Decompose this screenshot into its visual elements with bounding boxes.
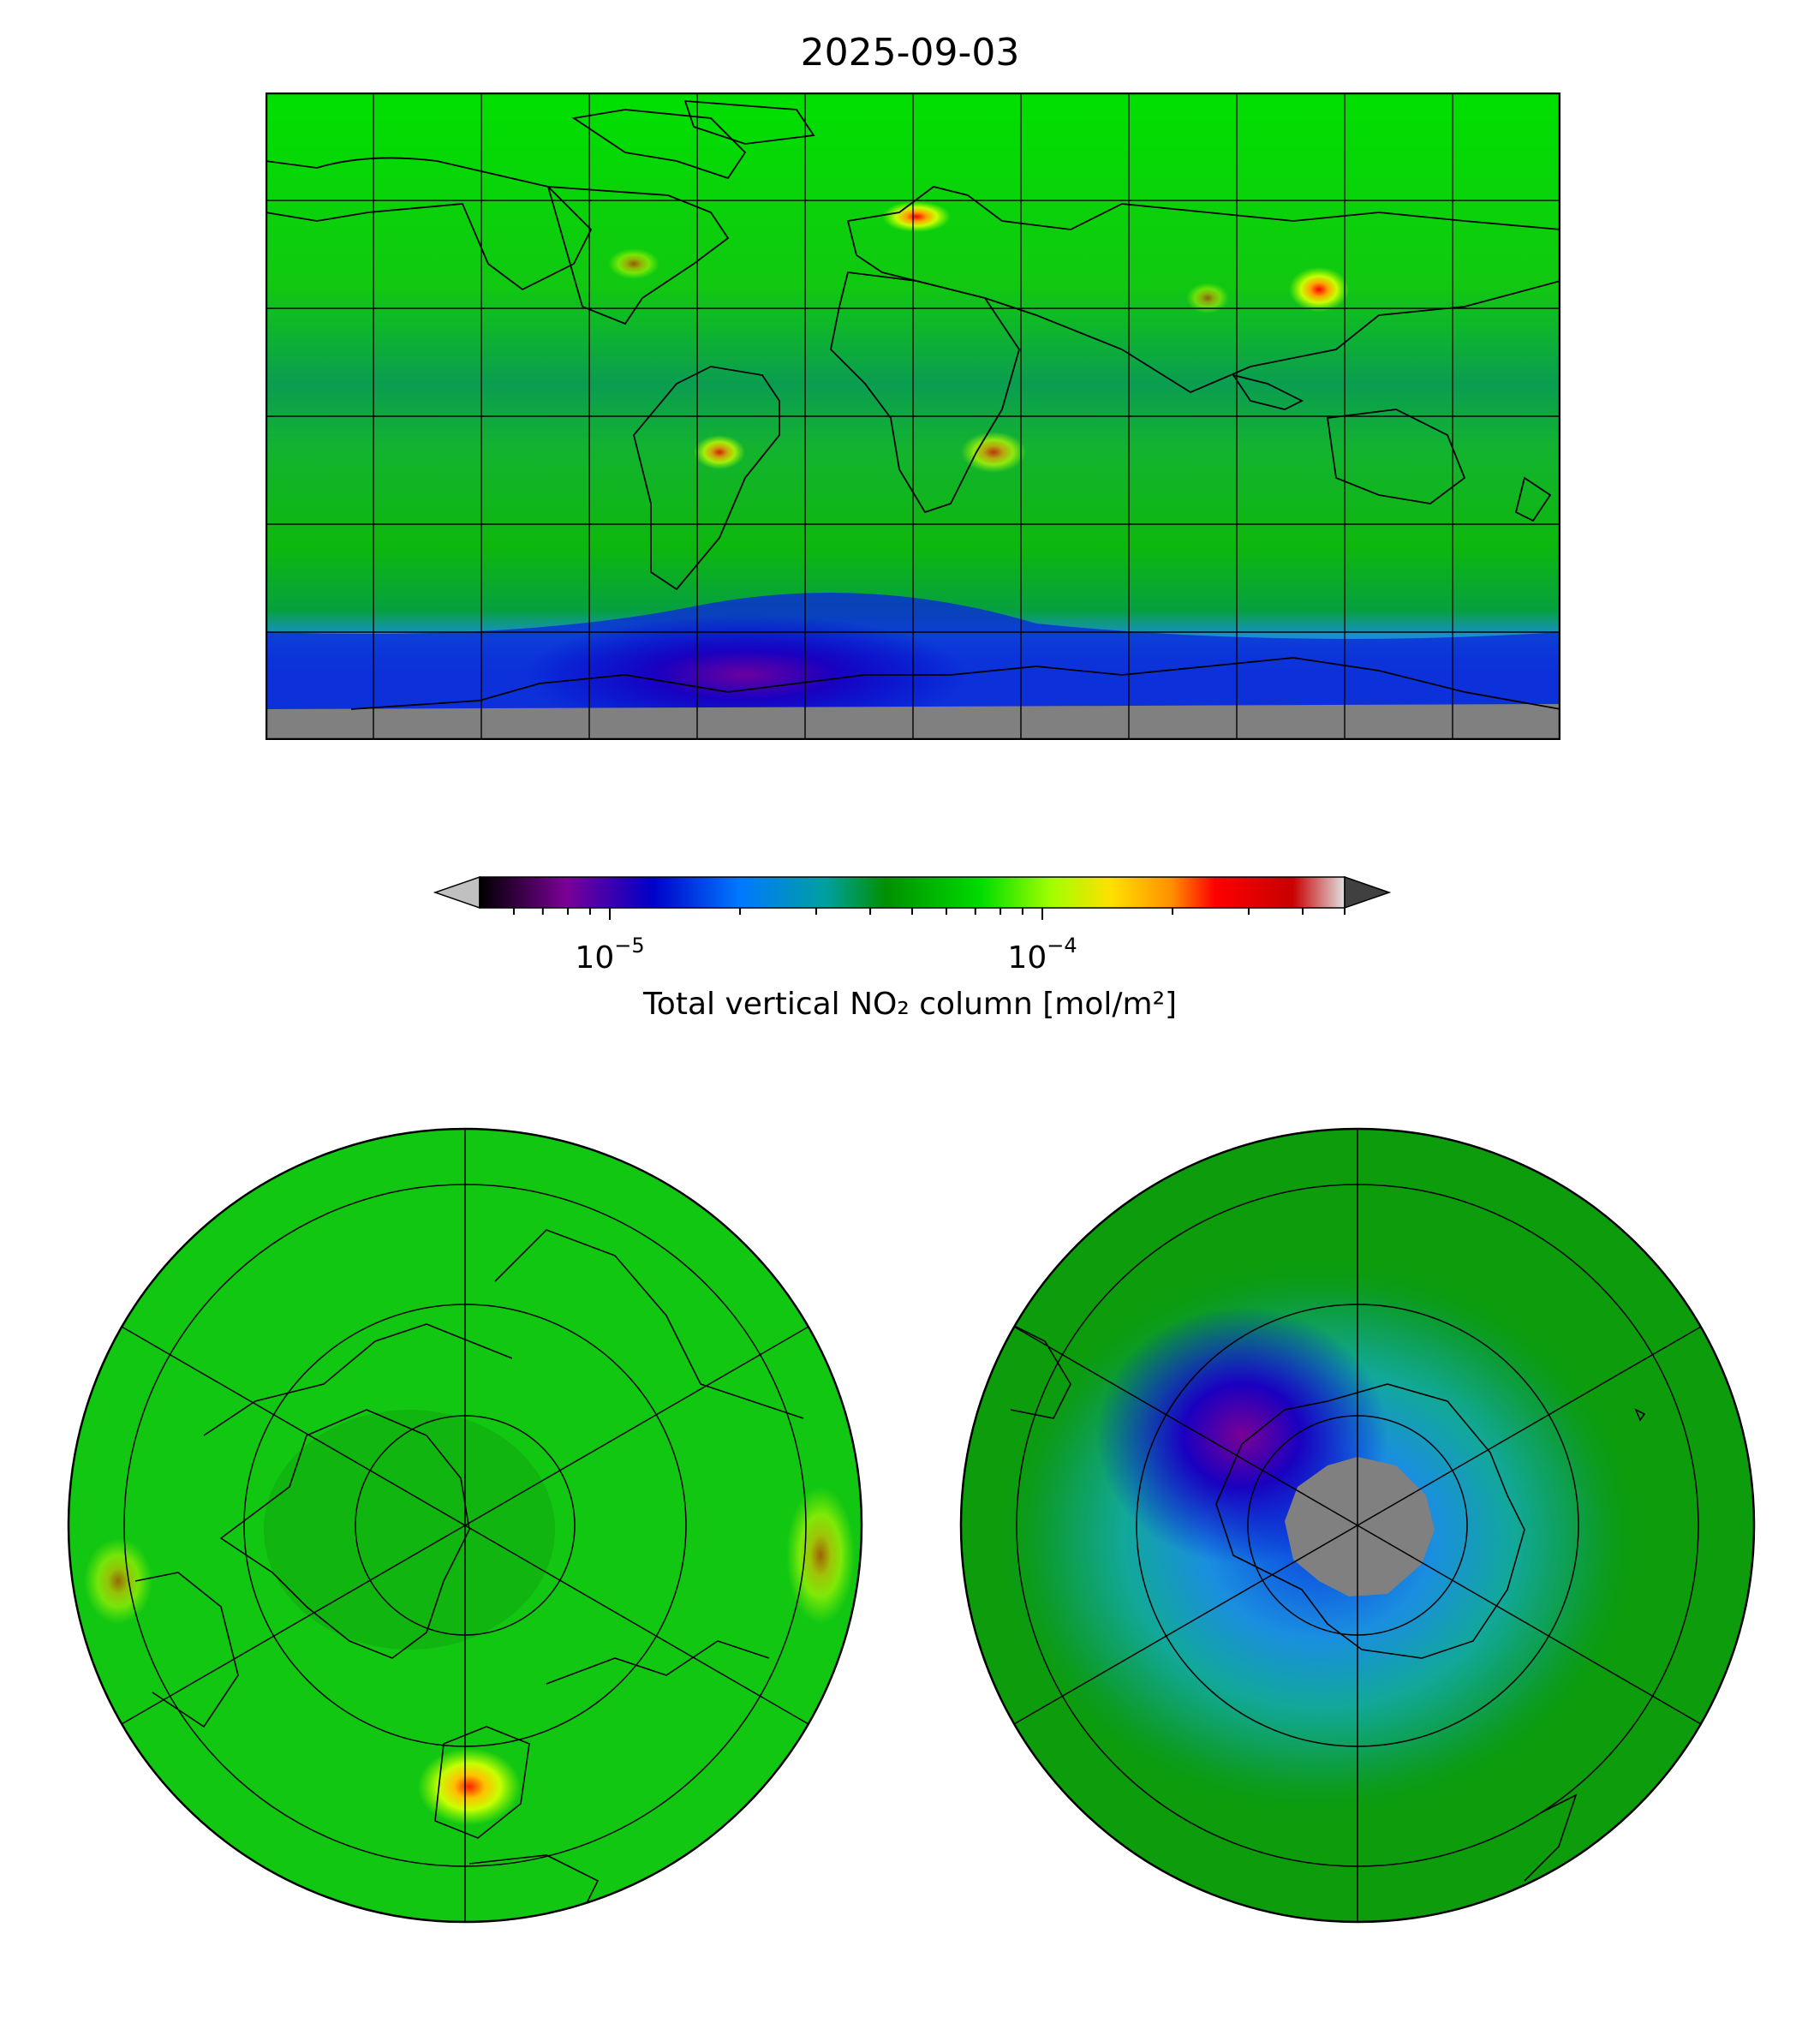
north-hotspot-europe (418, 1748, 521, 1825)
hotspot-china (1289, 267, 1349, 312)
colorbar-extend-over (1344, 875, 1392, 910)
hotspot-europe (882, 201, 951, 232)
figure-title: 2025-09-03 (800, 31, 1020, 75)
southern-minimum (522, 615, 968, 735)
colorbar-ticks (512, 908, 1346, 920)
hotspot-us-east (608, 248, 659, 279)
colorbar-gradient (479, 876, 1346, 909)
colorbar-tick-label: 10−5 (575, 934, 645, 976)
hotspot-india (1186, 283, 1229, 313)
hotspot-south-america (694, 435, 745, 469)
colorbar (433, 875, 1392, 920)
world-frame (266, 92, 1560, 740)
world-map (266, 92, 1560, 740)
north-map-frame (67, 1127, 863, 1924)
south-map-frame (959, 1127, 1756, 1924)
world-coastlines (266, 99, 1560, 710)
hotspot-africa (961, 432, 1026, 473)
south-graticule (1013, 1129, 1702, 1922)
colorbar-extend-under (433, 875, 480, 910)
north-polar-map (67, 1127, 863, 1924)
north-greenland-region (264, 1410, 555, 1650)
south-polar-map (959, 1127, 1756, 1924)
world-gridlines (266, 92, 1560, 740)
north-hotspot-asia (786, 1487, 855, 1624)
north-graticule (121, 1129, 809, 1922)
north-hotspot-america (84, 1538, 152, 1624)
colorbar-tick-label: 10−4 (1007, 934, 1077, 976)
colorbar-label: Total vertical NO₂ column [mol/m²] (642, 987, 1178, 1022)
south-coastlines (993, 1315, 1646, 1882)
north-coastlines (134, 1229, 804, 1916)
